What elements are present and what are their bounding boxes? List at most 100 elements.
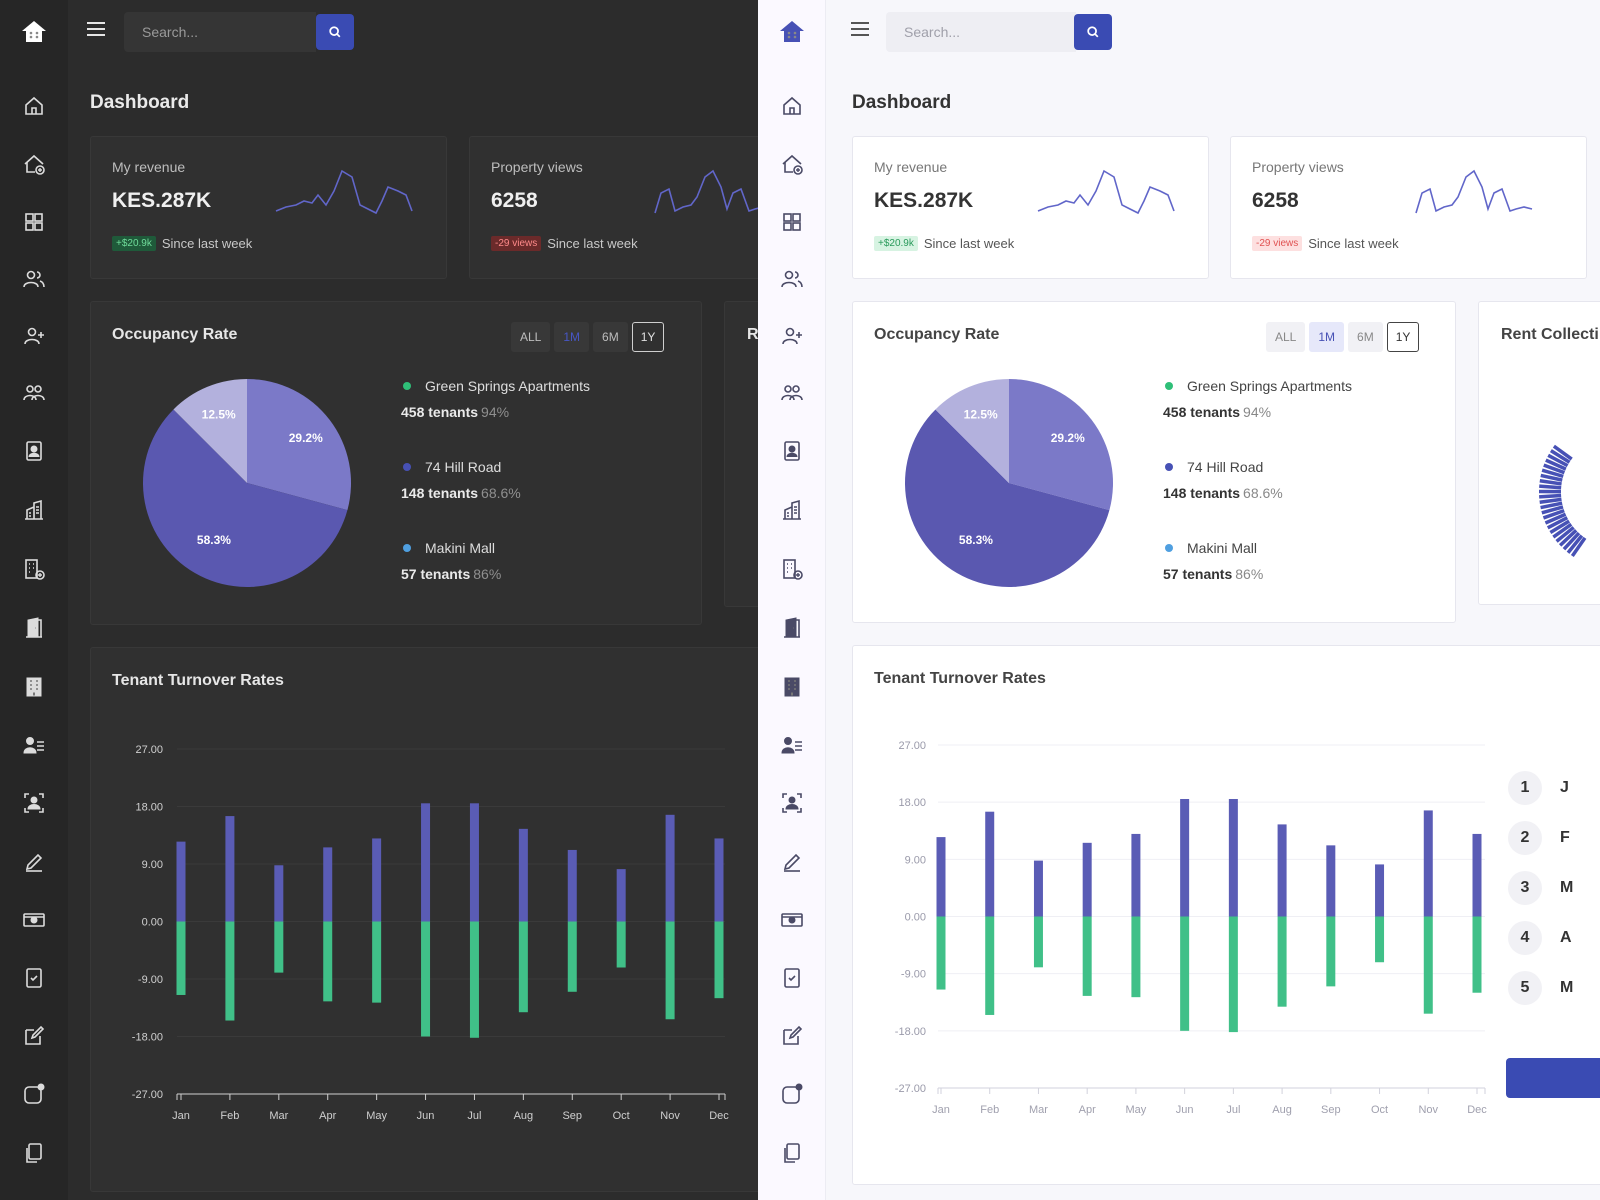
bar-positive[interactable]: [567, 849, 577, 922]
range-1m-button[interactable]: 1M: [554, 322, 590, 352]
bar-negative[interactable]: [1033, 916, 1043, 968]
grid-icon[interactable]: [780, 210, 804, 234]
office-building-icon[interactable]: [780, 675, 804, 699]
add-user-icon[interactable]: [780, 324, 804, 348]
bar-positive[interactable]: [1472, 833, 1482, 917]
add-building-icon[interactable]: [780, 557, 804, 581]
bar-positive[interactable]: [665, 814, 675, 922]
cash-icon[interactable]: [780, 908, 804, 932]
bar-positive[interactable]: [714, 838, 724, 922]
bar-negative[interactable]: [421, 921, 431, 1037]
add-building-icon[interactable]: [22, 557, 46, 581]
cash-icon[interactable]: [22, 908, 46, 932]
users-icon[interactable]: [780, 267, 804, 291]
pie-slice[interactable]: [143, 409, 348, 587]
menu-toggle-icon[interactable]: [851, 22, 869, 38]
bar-positive[interactable]: [323, 847, 333, 922]
range-1m-button[interactable]: 1M: [1309, 322, 1345, 352]
users-icon[interactable]: [22, 267, 46, 291]
bar-positive[interactable]: [225, 816, 235, 922]
user-focus-icon[interactable]: [22, 791, 46, 815]
grid-icon[interactable]: [22, 210, 46, 234]
menu-toggle-icon[interactable]: [87, 22, 105, 38]
user-focus-icon[interactable]: [780, 791, 804, 815]
bar-positive[interactable]: [421, 803, 431, 922]
add-user-icon[interactable]: [22, 324, 46, 348]
bar-positive[interactable]: [936, 837, 946, 917]
pie-slice[interactable]: [935, 379, 1009, 483]
checklist-icon[interactable]: [22, 966, 46, 990]
user-list-icon[interactable]: [780, 733, 804, 757]
bar-negative[interactable]: [1082, 916, 1092, 996]
edit-icon[interactable]: [780, 1024, 804, 1048]
bar-negative[interactable]: [225, 921, 235, 1021]
pie-slice[interactable]: [1009, 379, 1113, 511]
range-1y-button[interactable]: 1Y: [1386, 322, 1420, 352]
bar-negative[interactable]: [1228, 916, 1238, 1033]
bar-negative[interactable]: [616, 921, 626, 968]
range-all-button[interactable]: ALL: [511, 322, 551, 352]
add-property-icon[interactable]: [780, 152, 804, 176]
home-icon[interactable]: [22, 94, 46, 118]
contact-card-icon[interactable]: [780, 439, 804, 463]
search-button[interactable]: [316, 14, 354, 50]
pie-slice[interactable]: [247, 379, 351, 511]
bar-positive[interactable]: [469, 803, 479, 922]
bar-negative[interactable]: [1326, 916, 1336, 987]
bar-positive[interactable]: [616, 869, 626, 922]
bar-negative[interactable]: [567, 921, 577, 992]
logo-home-icon[interactable]: [778, 18, 806, 46]
bar-positive[interactable]: [176, 841, 186, 922]
bar-negative[interactable]: [274, 921, 284, 973]
documents-icon[interactable]: [780, 1141, 804, 1165]
bar-positive[interactable]: [1131, 833, 1141, 917]
pie-slice[interactable]: [173, 379, 247, 483]
range-1y-button[interactable]: 1Y: [631, 322, 665, 352]
bar-negative[interactable]: [469, 921, 479, 1038]
bar-negative[interactable]: [1180, 916, 1190, 1031]
bar-negative[interactable]: [1131, 916, 1141, 998]
notification-icon[interactable]: [22, 1082, 46, 1106]
bar-negative[interactable]: [936, 916, 946, 990]
group-icon[interactable]: [780, 381, 804, 405]
bar-positive[interactable]: [1082, 842, 1092, 917]
bar-negative[interactable]: [714, 921, 724, 999]
pen-icon[interactable]: [22, 850, 46, 874]
bar-positive[interactable]: [274, 865, 284, 922]
range-all-button[interactable]: ALL: [1266, 322, 1306, 352]
bar-negative[interactable]: [1277, 916, 1287, 1007]
bar-positive[interactable]: [1375, 864, 1385, 917]
buildings-icon[interactable]: [780, 498, 804, 522]
door-icon[interactable]: [780, 616, 804, 640]
bar-negative[interactable]: [323, 921, 333, 1002]
user-list-icon[interactable]: [22, 733, 46, 757]
bar-negative[interactable]: [176, 921, 186, 995]
pie-slice[interactable]: [905, 409, 1110, 587]
checklist-icon[interactable]: [780, 966, 804, 990]
bar-negative[interactable]: [372, 921, 382, 1003]
edit-icon[interactable]: [22, 1024, 46, 1048]
bar-negative[interactable]: [985, 916, 995, 1015]
office-building-icon[interactable]: [22, 675, 46, 699]
bar-positive[interactable]: [1326, 845, 1336, 917]
bar-negative[interactable]: [665, 921, 675, 1020]
bar-negative[interactable]: [1375, 916, 1385, 963]
bar-positive[interactable]: [518, 828, 528, 922]
logo-home-icon[interactable]: [20, 18, 48, 46]
view-report-button[interactable]: [1506, 1058, 1600, 1098]
add-property-icon[interactable]: [22, 152, 46, 176]
bar-positive[interactable]: [1180, 798, 1190, 917]
notification-icon[interactable]: [780, 1082, 804, 1106]
bar-positive[interactable]: [1277, 824, 1287, 917]
buildings-icon[interactable]: [22, 498, 46, 522]
contact-card-icon[interactable]: [22, 439, 46, 463]
home-icon[interactable]: [780, 94, 804, 118]
bar-positive[interactable]: [372, 838, 382, 922]
documents-icon[interactable]: [22, 1141, 46, 1165]
search-input[interactable]: [886, 12, 1076, 52]
search-button[interactable]: [1074, 14, 1112, 50]
search-input[interactable]: [124, 12, 316, 52]
bar-positive[interactable]: [1228, 798, 1238, 917]
bar-positive[interactable]: [1423, 810, 1433, 917]
range-6m-button[interactable]: 6M: [593, 322, 628, 352]
